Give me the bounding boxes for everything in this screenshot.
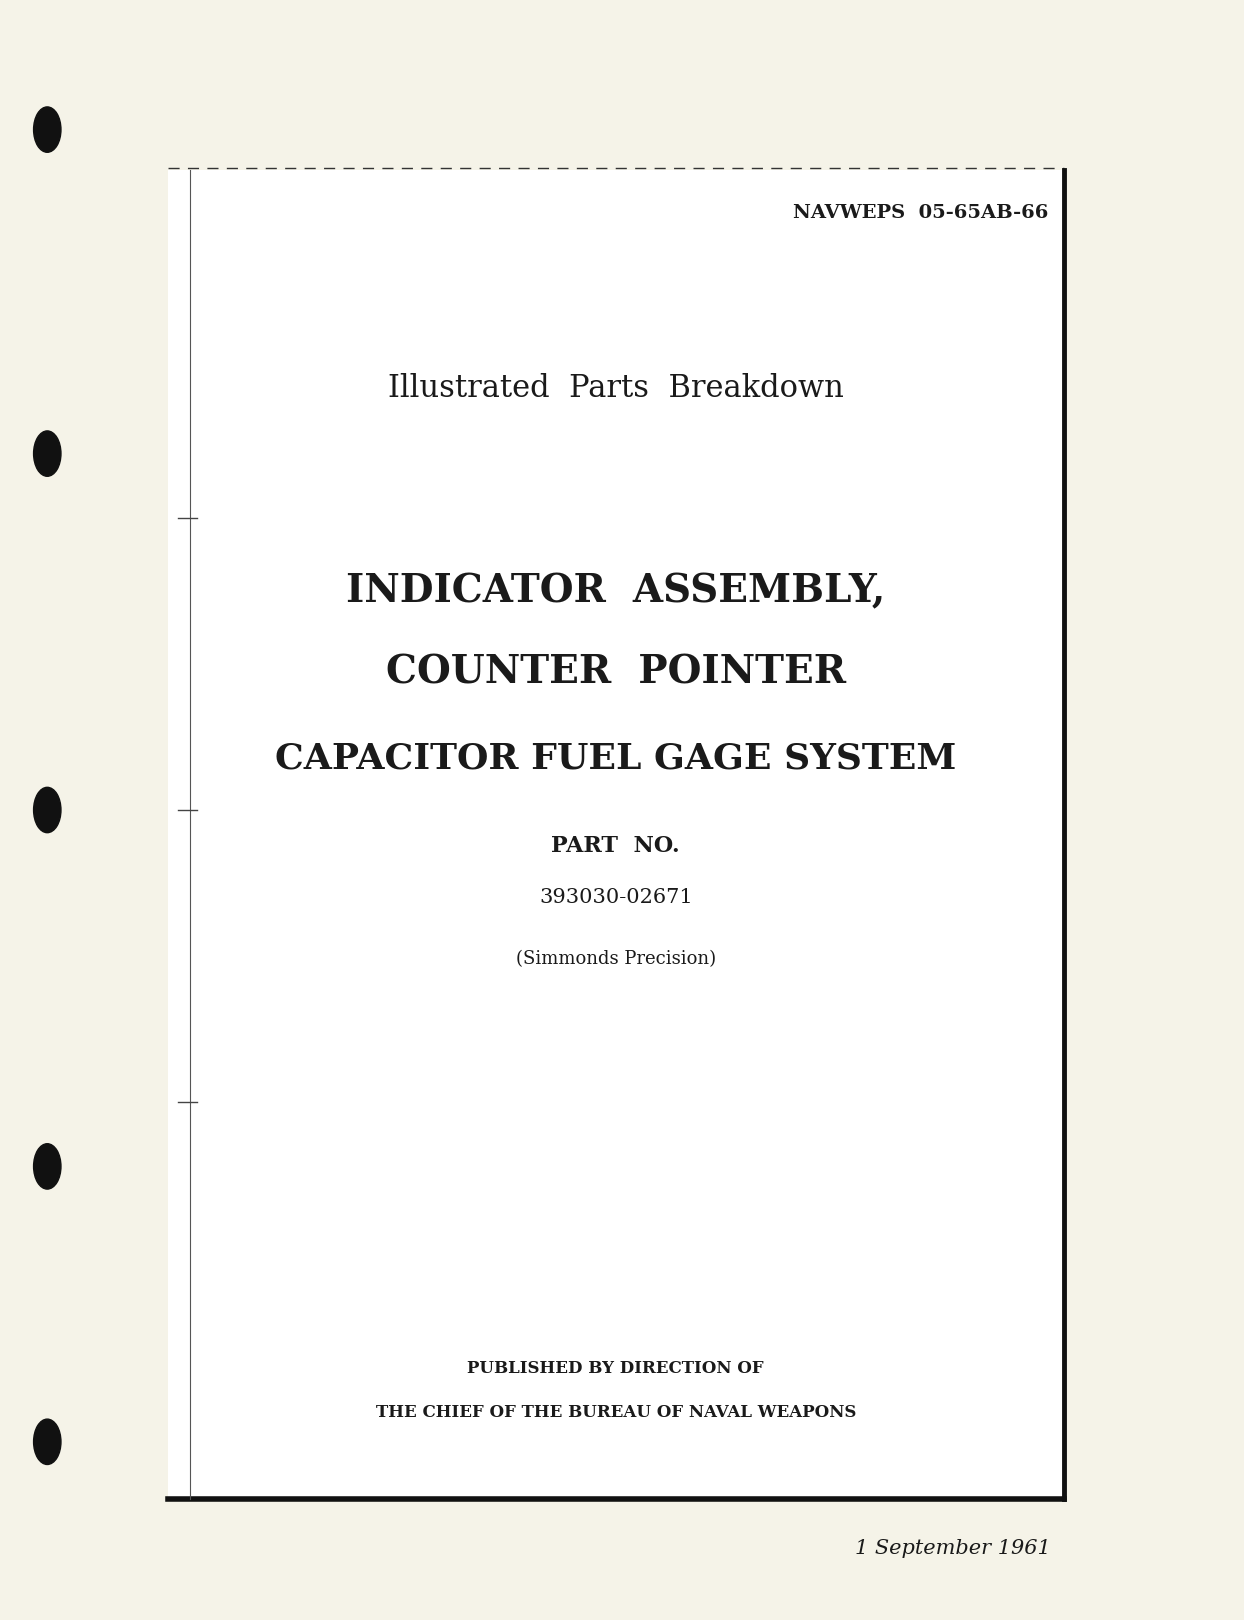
Text: 1 September 1961: 1 September 1961	[856, 1539, 1051, 1558]
Text: PUBLISHED BY DIRECTION OF: PUBLISHED BY DIRECTION OF	[468, 1361, 764, 1377]
Text: Illustrated  Parts  Breakdown: Illustrated Parts Breakdown	[388, 373, 843, 405]
Ellipse shape	[34, 431, 61, 476]
Text: CAPACITOR FUEL GAGE SYSTEM: CAPACITOR FUEL GAGE SYSTEM	[275, 742, 957, 774]
Ellipse shape	[34, 1419, 61, 1464]
Text: (Simmonds Precision): (Simmonds Precision)	[516, 949, 715, 969]
Text: INDICATOR  ASSEMBLY,: INDICATOR ASSEMBLY,	[346, 572, 886, 611]
Ellipse shape	[34, 787, 61, 833]
Ellipse shape	[34, 107, 61, 152]
Text: THE CHIEF OF THE BUREAU OF NAVAL WEAPONS: THE CHIEF OF THE BUREAU OF NAVAL WEAPONS	[376, 1405, 856, 1421]
FancyBboxPatch shape	[168, 170, 1064, 1498]
Ellipse shape	[34, 1144, 61, 1189]
Text: COUNTER  POINTER: COUNTER POINTER	[386, 653, 846, 692]
Text: NAVWEPS  05-65AB-66: NAVWEPS 05-65AB-66	[794, 204, 1049, 222]
Text: 393030-02671: 393030-02671	[539, 888, 693, 907]
Text: PART  NO.: PART NO.	[551, 834, 680, 857]
